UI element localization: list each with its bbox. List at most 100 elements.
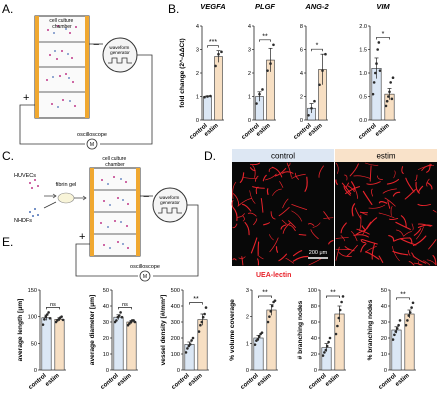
data-point — [186, 347, 189, 350]
vessel-segment — [371, 242, 376, 260]
data-point — [258, 92, 261, 96]
y-tick-label: 50 — [381, 288, 387, 294]
y-tick-label: 2 — [246, 315, 249, 321]
y-tick-label: 2.0 — [359, 24, 367, 30]
bar-control — [113, 316, 124, 371]
data-point — [197, 330, 201, 333]
data-point — [389, 81, 392, 84]
data-point — [48, 316, 52, 320]
bar-estim — [126, 321, 137, 371]
y-tick-label: 0 — [384, 368, 387, 374]
data-point — [115, 319, 118, 322]
y-axis-label: % volume coverage — [229, 299, 236, 361]
data-point — [204, 306, 208, 309]
huvec-cells — [29, 179, 39, 189]
minus-sign-a: − — [93, 39, 99, 51]
data-point — [340, 300, 343, 304]
oscilloscope-symbol-c: M — [143, 274, 147, 280]
vessel-segment — [365, 251, 380, 260]
chamber-label-a-line1: cell culture — [49, 18, 73, 24]
vessel-segment — [409, 237, 413, 245]
vessel-segment — [232, 181, 237, 199]
vessel-segment — [288, 224, 296, 232]
y-tick-label: 1.5 — [359, 48, 367, 54]
significance-label: * — [316, 43, 319, 50]
vessel-segment — [405, 177, 415, 193]
cell-dots-a — [46, 25, 77, 107]
electrode-right-a — [85, 16, 89, 118]
y-tick-label: 0 — [314, 368, 317, 374]
y-axis-label: # branching nodes — [297, 300, 304, 359]
panel-letter-c: C. — [2, 149, 14, 163]
oscilloscope-a — [86, 138, 98, 150]
data-point — [328, 336, 332, 340]
chamber-label-a-line2: chamber — [52, 24, 72, 30]
data-point — [378, 69, 382, 72]
data-point — [133, 320, 137, 324]
significance-bracket — [118, 307, 132, 310]
bar-control — [203, 96, 212, 121]
y-tick-label: 1.0 — [359, 71, 367, 77]
vessel-segment — [323, 211, 330, 220]
vessel-segment — [388, 217, 399, 221]
data-point — [203, 312, 206, 316]
y-tick-label: 80 — [311, 304, 317, 310]
vessel-segment — [378, 212, 395, 219]
vessel-segment — [282, 198, 289, 209]
significance-bracket — [189, 302, 203, 305]
data-point — [372, 81, 376, 84]
data-point — [393, 333, 396, 337]
data-point — [334, 332, 338, 336]
data-point — [385, 99, 389, 103]
data-point — [395, 327, 399, 330]
vessel-segment — [241, 203, 252, 212]
vessel-segment — [232, 193, 240, 206]
vessel-segment — [250, 237, 258, 254]
y-tick-label: 200 — [171, 336, 180, 342]
data-point — [220, 50, 223, 54]
vessel-segment — [232, 258, 237, 261]
vessel-segment — [291, 204, 308, 210]
vessel-segment — [232, 207, 238, 221]
y-tick-label: 3 — [196, 48, 199, 54]
vessel-segment — [275, 246, 279, 253]
data-point — [273, 299, 277, 302]
vessel-segment — [366, 181, 381, 185]
y-tick-label: 2 — [196, 71, 199, 77]
vessel-segment — [359, 211, 368, 214]
chamber-label-c-line1: cell culture — [102, 156, 126, 162]
vessel-segment — [237, 198, 252, 207]
data-point — [199, 323, 202, 327]
vessel-segment — [252, 165, 256, 178]
panel-letter-e: E. — [2, 235, 13, 249]
vessel-segment — [417, 261, 422, 266]
vessel-segment — [270, 211, 276, 220]
data-point — [375, 62, 378, 65]
category-label: estim — [324, 372, 341, 388]
vessel-segment — [388, 235, 395, 242]
vessel-segment — [366, 217, 378, 230]
data-point — [117, 314, 121, 317]
vessel-segment — [282, 222, 291, 234]
nhdf-label: NHDFs — [14, 218, 32, 224]
vessel-segment — [341, 182, 352, 195]
bar-control — [391, 329, 402, 371]
chart-title: VEGFA — [200, 2, 225, 11]
vessel-segment — [360, 243, 367, 253]
category-label: estim — [116, 372, 133, 388]
data-point — [269, 62, 272, 65]
data-point — [255, 102, 258, 105]
chart-title: ANG-2 — [304, 2, 329, 11]
data-point — [411, 301, 415, 305]
significance-label: * — [382, 31, 385, 38]
vessel-segment — [291, 173, 306, 179]
vessel-segment — [310, 229, 319, 240]
vessel-segment — [257, 258, 260, 266]
vessel-segment — [278, 206, 290, 217]
vessel-segment — [292, 255, 309, 262]
significance-label: ns — [122, 302, 128, 308]
vessel-segment — [400, 215, 407, 228]
vessel-segment — [346, 244, 358, 257]
